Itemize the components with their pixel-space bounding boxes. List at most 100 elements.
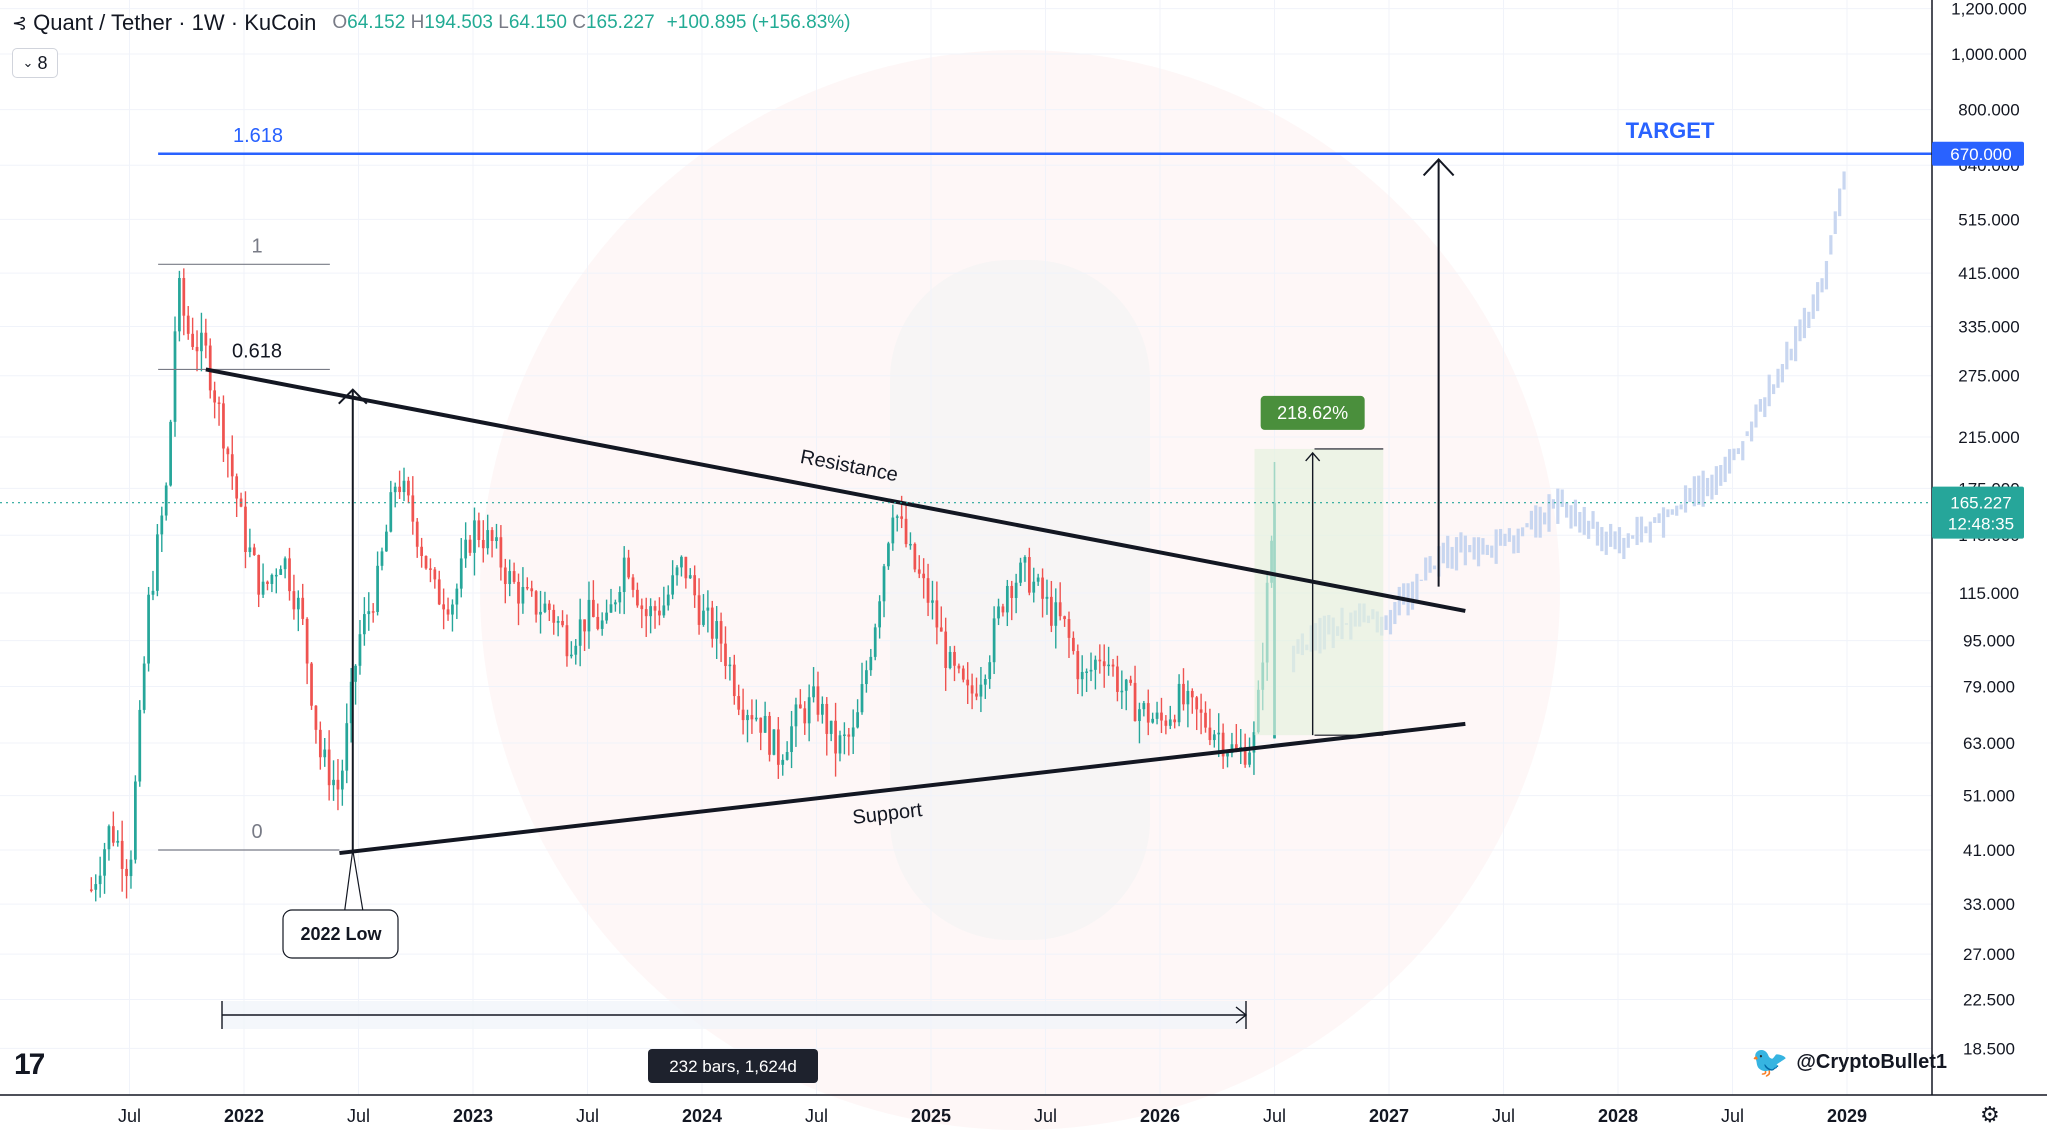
candle-body [812, 686, 815, 698]
candle-body [1001, 606, 1005, 613]
price-tick-label: 1,200.000 [1951, 0, 2027, 19]
candle-body [1168, 719, 1172, 726]
candle-body [873, 627, 877, 657]
indicator-count: 8 [37, 52, 48, 73]
candle-body [825, 703, 829, 734]
settings-gear-icon[interactable]: ⚙ [1980, 1102, 2000, 1127]
candle-body [847, 734, 851, 737]
time-tick-label: Jul [805, 1106, 828, 1126]
price-tick-label: 22.500 [1963, 991, 2015, 1010]
open-value: 64.152 [347, 12, 406, 33]
candle-body [1027, 557, 1031, 593]
candle-body [371, 611, 375, 613]
candle-body [1155, 712, 1159, 719]
time-tick-label: 2027 [1369, 1106, 1409, 1126]
candle-body [1124, 679, 1128, 691]
candle-body [680, 556, 683, 568]
price-tick-label: 215.000 [1958, 428, 2019, 447]
candle-body [1120, 690, 1124, 693]
candle-body [336, 779, 340, 790]
candle-body [1014, 582, 1018, 598]
high-label: H [410, 12, 425, 33]
candle-body [1010, 585, 1014, 598]
measure-label-box [1260, 395, 1365, 430]
candle-body [565, 625, 569, 657]
symbol-title[interactable]: Quant / Tether · 1W · KuCoin [33, 10, 317, 35]
candle-body [803, 708, 807, 724]
candle-body [230, 454, 234, 477]
tradingview-logo-icon[interactable]: 17 [14, 1048, 45, 1081]
candle-body [332, 779, 335, 786]
candle-body [1146, 703, 1150, 723]
candle-body [909, 543, 912, 546]
chevron-down-icon: ⌄ [22, 55, 34, 70]
candle-body [1234, 744, 1238, 751]
candle-body [1243, 746, 1247, 765]
time-axis: Jul 2022 Jul 2023 Jul 2024 Jul 2025 Jul 2026 Jul 20… [0, 1094, 2047, 1126]
support-line[interactable] [339, 721, 1466, 856]
candle-body [495, 537, 498, 541]
candle-body [539, 611, 542, 615]
candle-body [481, 539, 485, 549]
candle-body [499, 537, 503, 568]
candle-body [807, 697, 811, 724]
last-price-value: 165.227 [1950, 494, 2011, 513]
measure-arrow-head [1305, 451, 1321, 462]
candle-body [605, 612, 608, 621]
candle-body [979, 684, 983, 697]
candle-body [473, 520, 476, 553]
candle-body [459, 558, 463, 589]
candle-body [856, 712, 859, 728]
candle-body [318, 729, 322, 758]
candle-body [675, 567, 679, 576]
candle-body [693, 575, 697, 596]
candle-body [939, 627, 943, 632]
candle-body [195, 346, 199, 352]
date-range-label-box [648, 1049, 818, 1083]
candle-body [107, 826, 111, 850]
twitter-bird-icon: 🐦 [1751, 1046, 1789, 1079]
candle-body [547, 603, 551, 610]
resistance-line[interactable] [205, 367, 1466, 613]
candle-body [98, 875, 102, 885]
author-watermark: 🐦 @CryptoBullet1 [1751, 1045, 1947, 1080]
candle-body [160, 515, 164, 535]
candle-body [490, 530, 494, 541]
candle-body [684, 556, 688, 579]
candle-body [116, 840, 120, 843]
candle-body [1142, 703, 1146, 710]
candle-body [367, 611, 371, 615]
candle-body [525, 587, 529, 589]
candle-body [821, 703, 824, 715]
price-tick-label: 515.000 [1958, 210, 2019, 229]
candle-body [1080, 671, 1084, 680]
indicator-toggle[interactable]: ⌄ 8 [12, 48, 58, 78]
candle-body [574, 645, 578, 655]
price-tick-label: 115.000 [1959, 584, 2019, 603]
candle-body [1041, 577, 1044, 599]
time-tick-label: 2025 [911, 1106, 951, 1126]
candle-body [270, 574, 274, 584]
candle-body [1208, 727, 1212, 741]
candle-body [363, 614, 366, 635]
candle-body [997, 606, 1000, 619]
price-tick-label: 33.000 [1963, 895, 2015, 914]
candle-body [754, 717, 758, 720]
time-tick-label: Jul [1721, 1106, 1744, 1126]
close-value: 165.227 [585, 12, 655, 33]
candle-body [1058, 602, 1062, 617]
candle-body [732, 664, 736, 697]
candle-body [433, 569, 437, 580]
candle-body [609, 604, 613, 613]
price-tick-label: 18.500 [1963, 1039, 2015, 1058]
date-range-arrow-head [1235, 1006, 1248, 1024]
candle-body [719, 621, 723, 644]
fib-1-label: 1 [251, 235, 262, 257]
candle-body [913, 543, 917, 570]
candle-body [543, 603, 547, 612]
candle-body [288, 558, 291, 592]
candle-body [305, 618, 309, 664]
candle-body [1252, 732, 1256, 753]
